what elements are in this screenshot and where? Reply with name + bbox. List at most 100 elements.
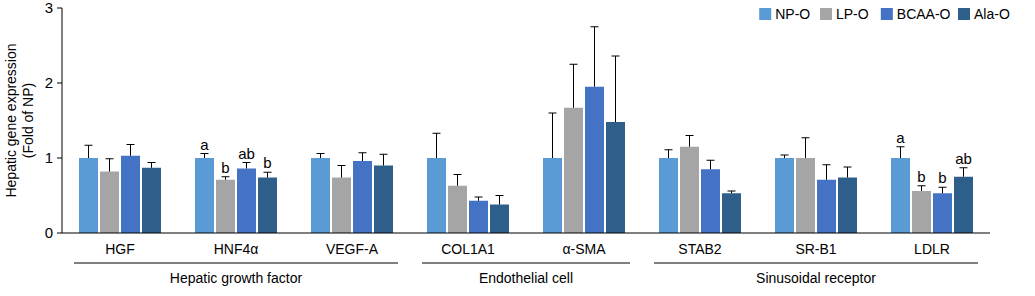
error-bar	[317, 154, 325, 159]
error-bar	[728, 191, 736, 193]
error-bar	[897, 147, 905, 158]
bar	[121, 156, 140, 233]
y-tick	[57, 83, 62, 84]
bar	[427, 158, 446, 233]
bar	[353, 161, 372, 233]
error-bar	[823, 165, 831, 180]
y-tick-label: 3	[45, 0, 53, 16]
significance-letter: b	[221, 159, 229, 176]
x-tick-label: LDLR	[914, 241, 950, 257]
error-bar	[106, 159, 114, 172]
error-bar	[264, 172, 272, 177]
error-bar	[918, 186, 926, 191]
error-bar	[380, 154, 388, 165]
y-axis-label: (Fold of NP)	[20, 83, 36, 158]
y-tick-label: 2	[45, 74, 53, 91]
error-bar	[85, 145, 93, 158]
bar	[216, 180, 235, 233]
error-bar	[939, 187, 947, 193]
error-bar	[222, 177, 230, 180]
legend-label: NP-O	[775, 6, 810, 22]
y-tick	[57, 158, 62, 159]
bar	[564, 108, 583, 233]
error-bar	[549, 113, 557, 158]
x-tick-label: HGF	[105, 241, 135, 257]
error-bar	[243, 163, 251, 169]
bar	[585, 87, 604, 233]
legend-label: LP-O	[836, 6, 869, 22]
y-tick-label: 0	[45, 224, 53, 241]
bar	[838, 178, 857, 234]
error-bar	[686, 136, 694, 147]
bar	[722, 193, 741, 233]
bar	[258, 178, 277, 234]
x-axis	[62, 233, 990, 234]
bar	[469, 201, 488, 233]
significance-letter: b	[263, 154, 271, 171]
group-label: Sinusoidal receptor	[756, 270, 876, 286]
x-tick-label: HNF4α	[214, 241, 259, 257]
y-axis	[62, 8, 63, 233]
bar	[195, 158, 214, 233]
significance-letter: ab	[955, 150, 972, 167]
y-axis-label: Hepatic gene expression	[3, 43, 19, 197]
error-bar	[359, 153, 367, 161]
bar	[954, 177, 973, 233]
bar	[332, 178, 351, 234]
error-bar	[781, 155, 789, 158]
error-bar	[201, 154, 209, 159]
bar	[701, 169, 720, 233]
error-bar	[960, 168, 968, 177]
bar	[142, 168, 161, 233]
bar	[237, 169, 256, 234]
group-label: Hepatic growth factor	[170, 270, 303, 286]
group-line	[422, 263, 630, 264]
x-tick-label: SR-B1	[795, 241, 836, 257]
error-bar	[570, 64, 578, 108]
significance-letter: ab	[238, 145, 255, 162]
legend-swatch	[881, 8, 893, 20]
significance-letter: a	[896, 129, 905, 146]
x-tick-label: VEGF-A	[326, 241, 379, 257]
group-line	[74, 263, 398, 264]
significance-letter: b	[917, 168, 925, 185]
bars	[79, 27, 973, 233]
legend-swatch	[820, 8, 832, 20]
legend-label: BCAA-O	[897, 6, 951, 22]
annotations: aabbabbbab	[200, 129, 972, 187]
legend-label: Ala-O	[974, 6, 1010, 22]
significance-letter: b	[938, 169, 946, 186]
group-label: Endothelial cell	[479, 270, 573, 286]
error-bar	[475, 197, 483, 201]
bar	[448, 186, 467, 233]
error-bar	[127, 145, 135, 156]
group-line	[654, 263, 978, 264]
legend-swatch	[759, 8, 771, 20]
bar	[606, 122, 625, 233]
x-tick-label: STAB2	[678, 241, 722, 257]
legend: NP-O LP-O BCAA-O Ala-O	[759, 6, 1010, 22]
bar	[891, 158, 910, 233]
error-bar	[844, 167, 852, 178]
error-bar	[338, 166, 346, 178]
bar	[374, 166, 393, 234]
bar	[79, 158, 98, 233]
x-tick-label: α-SMA	[562, 241, 606, 257]
y-tick-label: 1	[45, 149, 53, 166]
bar	[775, 158, 794, 233]
x-tick-label: COL1A1	[441, 241, 495, 257]
error-bar	[612, 56, 620, 122]
error-bar	[496, 196, 504, 205]
error-bar	[148, 163, 156, 168]
error-bar	[665, 150, 673, 158]
y-tick	[57, 8, 62, 9]
error-bar	[707, 160, 715, 169]
legend-swatch	[958, 8, 970, 20]
chart: Hepatic gene expression(Fold of NP) 0 1 2 3 a…	[0, 0, 1035, 296]
bar	[100, 172, 119, 234]
bar	[817, 180, 836, 233]
bar	[490, 205, 509, 234]
error-bar	[454, 175, 462, 186]
bar	[933, 193, 952, 233]
bar	[680, 147, 699, 233]
